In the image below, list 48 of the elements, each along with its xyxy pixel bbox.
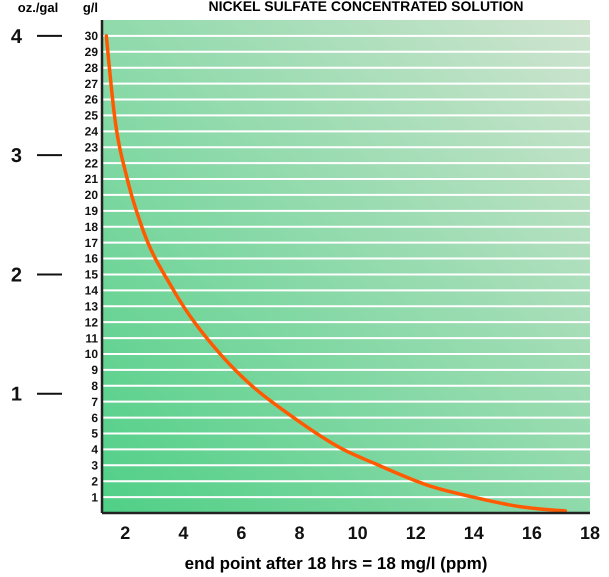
x-tick-label: 10	[348, 523, 368, 543]
y-tick-label: 26	[84, 92, 98, 107]
y-tick-label: 25	[84, 108, 98, 123]
x-tick-label: 16	[522, 523, 542, 543]
x-tick-label: 14	[464, 523, 484, 543]
x-tick-label: 2	[120, 523, 130, 543]
y2-tick-label: 2	[10, 264, 22, 286]
y-tick-label: 18	[84, 220, 98, 234]
x-tick-label: 8	[294, 523, 305, 543]
y-tick-label: 22	[84, 156, 98, 170]
y-tick-label: 9	[91, 363, 98, 378]
y-tick-label: 2	[91, 474, 98, 488]
y-tick-label: 20	[84, 188, 98, 202]
y2-tick-label: 3	[10, 145, 22, 168]
y-tick-label: 1	[91, 490, 98, 504]
y2-tick-label: 4	[10, 26, 23, 48]
y-tick-label: 27	[84, 76, 98, 91]
y-tick-label: 17	[84, 236, 98, 250]
x-tick-label: 4	[178, 523, 188, 543]
y-tick-label: 28	[84, 60, 98, 75]
x-tick-label: 18	[580, 523, 600, 543]
x-axis-title: end point after 18 hrs = 18 mg/l (ppm)	[184, 554, 488, 573]
y2-tick-label: 1	[10, 384, 22, 406]
y2-axis-title: oz./gal	[18, 0, 58, 15]
y-tick-label: 29	[84, 45, 98, 60]
x-tick-label: 6	[236, 523, 246, 543]
y-tick-label: 10	[84, 347, 98, 362]
y-tick-label: 6	[91, 410, 98, 425]
y-tick-label: 3	[91, 458, 98, 472]
y-tick-label: 4	[91, 442, 98, 457]
y-tick-label: 8	[91, 378, 98, 393]
y-tick-label: 23	[84, 140, 98, 154]
y-axis-title: g/l	[82, 0, 98, 15]
y-tick-label: 16	[84, 252, 98, 266]
y-tick-label: 12	[84, 315, 98, 330]
y-tick-label: 24	[84, 124, 98, 139]
line-series	[104, 34, 568, 513]
y-tick-label: 15	[84, 268, 98, 282]
y-tick-label: 14	[84, 284, 98, 298]
x-tick-label: 12	[406, 523, 426, 543]
y-tick-label: 11	[85, 331, 98, 346]
chart-title: NICKEL SULFATE CONCENTRATED SOLUTION	[208, 0, 524, 14]
y-tick-label: 19	[84, 204, 98, 218]
y-tick-label: 13	[84, 299, 98, 314]
y-tick-label: 7	[91, 394, 98, 409]
y-tick-label: 21	[84, 172, 98, 186]
y-tick-label: 5	[91, 426, 98, 441]
y-tick-label: 30	[84, 29, 98, 44]
